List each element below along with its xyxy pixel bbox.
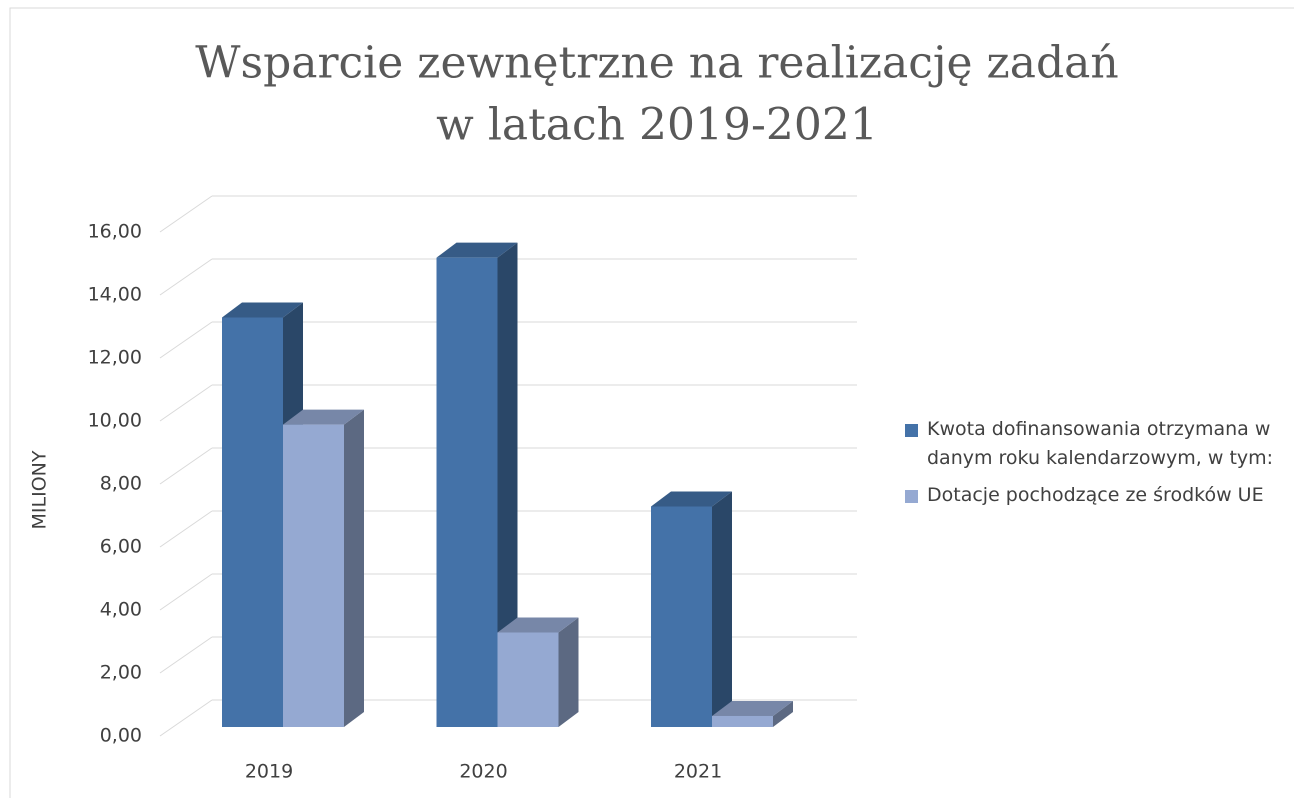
grid-line — [159, 699, 213, 737]
bar-side — [344, 409, 364, 727]
bar-top — [497, 617, 579, 633]
bar-front — [712, 715, 773, 727]
legend-swatch — [905, 490, 918, 503]
grid-line — [159, 321, 213, 359]
bar — [712, 700, 793, 727]
y-tick-label: 12,00 — [88, 347, 142, 369]
x-tick-label: 2019 — [245, 761, 293, 783]
x-tick-label: 2020 — [459, 761, 507, 783]
bar — [497, 617, 579, 727]
bar-side — [497, 242, 518, 727]
bar — [283, 409, 364, 727]
bar-front — [651, 506, 712, 727]
legend-swatch — [905, 424, 918, 437]
x-tick-label: 2021 — [674, 761, 722, 783]
bar-top — [651, 491, 732, 507]
y-tick-label: 10,00 — [88, 410, 142, 432]
chart-title: Wsparcie zewnętrzne na realizację zadań — [195, 38, 1118, 89]
legend-item: Dotacje pochodzące ze środków UE — [905, 481, 1285, 510]
bar-top — [222, 302, 303, 318]
bar — [651, 491, 732, 727]
bar-side — [712, 491, 732, 727]
y-tick-label: 8,00 — [100, 473, 142, 495]
legend: Kwota dofinansowania otrzymana w danym r… — [905, 415, 1285, 518]
y-tick-label: 2,00 — [100, 662, 142, 684]
bar-front — [436, 257, 498, 727]
bar-top — [283, 409, 364, 425]
grid-line — [159, 447, 213, 485]
y-tick-label: 16,00 — [88, 221, 142, 243]
grid-line — [159, 510, 213, 548]
y-tick-label: 4,00 — [100, 599, 142, 621]
grid-line — [159, 195, 213, 233]
bar-top — [712, 700, 793, 716]
legend-label: Kwota dofinansowania otrzymana w danym r… — [927, 418, 1274, 469]
bar-side — [558, 617, 579, 727]
bar-front — [222, 317, 283, 727]
chart-frame — [9, 7, 1294, 798]
bar — [436, 242, 518, 727]
bar-front — [283, 424, 344, 727]
grid-line — [159, 384, 213, 422]
y-tick-label: 6,00 — [100, 536, 142, 558]
chart-title: w latach 2019-2021 — [436, 100, 878, 151]
bar-side — [773, 700, 793, 727]
bar-front — [497, 632, 559, 727]
grid-line — [159, 636, 213, 674]
y-tick-label: 14,00 — [88, 284, 142, 306]
y-axis-label: MILIONY — [29, 450, 51, 529]
legend-item: Kwota dofinansowania otrzymana w danym r… — [905, 415, 1285, 473]
legend-label: Dotacje pochodzące ze środków UE — [927, 484, 1264, 506]
grid-line — [159, 573, 213, 611]
grid-line — [159, 258, 213, 296]
bar-top — [436, 242, 518, 258]
y-tick-label: 0,00 — [100, 725, 142, 747]
